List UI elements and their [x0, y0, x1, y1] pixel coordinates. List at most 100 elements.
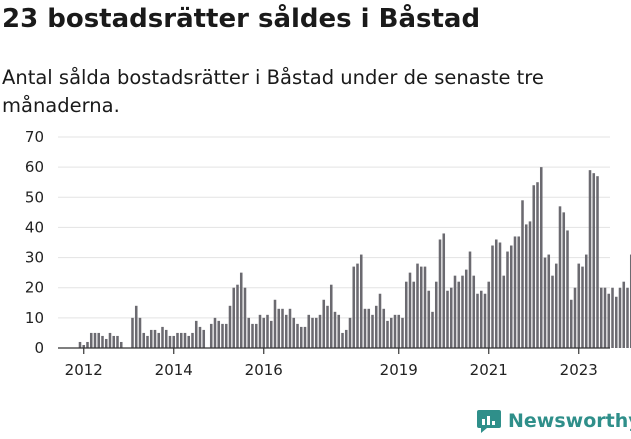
y-tick-label: 30 — [25, 249, 44, 267]
bar — [168, 335, 172, 348]
bar — [513, 236, 517, 348]
bar — [573, 287, 577, 348]
brand-name: Newsworthy — [508, 410, 631, 432]
bar — [142, 332, 146, 348]
bar — [446, 290, 449, 348]
bar — [577, 263, 581, 348]
bar — [629, 254, 631, 348]
bar — [78, 341, 82, 348]
bar — [626, 287, 629, 348]
bar — [146, 335, 149, 348]
bar — [194, 320, 198, 348]
bar — [153, 329, 157, 348]
bar — [528, 221, 532, 348]
bar — [494, 239, 498, 348]
bar — [588, 170, 592, 348]
bar — [592, 173, 596, 348]
bar — [288, 308, 292, 348]
bar — [262, 317, 266, 348]
bar — [318, 314, 322, 348]
bar — [138, 317, 142, 348]
grid — [58, 136, 610, 319]
bar — [584, 254, 588, 348]
bar — [603, 287, 607, 348]
chart-subtitle: Antal sålda bostadsrätter i Båstad under… — [2, 66, 544, 117]
bar — [468, 251, 472, 348]
bar — [434, 281, 438, 348]
bar — [371, 314, 374, 348]
bar — [284, 314, 288, 348]
bar — [307, 314, 311, 348]
bar — [82, 344, 86, 348]
bar — [543, 257, 547, 348]
bar — [292, 317, 296, 348]
bar — [161, 326, 164, 348]
bar — [337, 314, 341, 348]
bar — [397, 314, 401, 348]
y-tick-label: 70 — [25, 128, 44, 146]
bar — [607, 293, 611, 348]
bar — [611, 287, 614, 348]
bar — [491, 245, 494, 348]
bar — [363, 308, 367, 348]
bar — [536, 182, 539, 348]
bar — [213, 317, 217, 348]
bar — [228, 305, 232, 348]
bar — [198, 326, 202, 348]
bar — [232, 287, 236, 348]
bar — [359, 254, 363, 348]
bar — [423, 266, 427, 348]
bar — [247, 317, 251, 348]
bar — [187, 335, 191, 348]
bar — [119, 341, 123, 348]
bar — [93, 332, 97, 348]
bar — [517, 236, 521, 348]
newsworthy-logo-icon — [477, 410, 501, 433]
bar — [239, 272, 243, 348]
bar — [236, 284, 239, 348]
bar — [509, 245, 513, 348]
bar — [277, 308, 281, 348]
bar — [251, 323, 254, 348]
bar — [596, 176, 599, 348]
y-tick-label: 60 — [25, 158, 44, 176]
bar — [382, 308, 386, 348]
bar — [134, 305, 138, 348]
bar — [329, 284, 333, 348]
bar — [326, 305, 329, 348]
bar — [521, 200, 524, 348]
bar — [419, 266, 423, 348]
bar — [367, 308, 371, 348]
bar — [104, 338, 108, 348]
bar — [108, 332, 112, 348]
bar — [461, 275, 464, 348]
bar — [389, 317, 393, 348]
bar — [374, 305, 378, 348]
bar — [438, 239, 442, 348]
bar — [412, 281, 416, 348]
bar — [101, 335, 104, 348]
bar — [404, 281, 408, 348]
bar — [209, 323, 213, 348]
bar — [97, 332, 101, 348]
x-tick-label: 2023 — [560, 361, 598, 379]
bar — [483, 293, 487, 348]
bar — [116, 335, 119, 348]
x-tick-label: 2012 — [65, 361, 103, 379]
x-tick-label: 2019 — [380, 361, 418, 379]
bar — [164, 329, 168, 348]
bar — [431, 311, 434, 348]
y-tick-label: 20 — [25, 279, 44, 297]
bar — [266, 314, 269, 348]
bar — [599, 287, 603, 348]
bar — [442, 233, 446, 348]
bar — [157, 332, 161, 348]
bar — [191, 332, 194, 348]
bar — [258, 314, 262, 348]
bar — [453, 275, 457, 348]
bar — [352, 266, 356, 348]
bar — [464, 269, 468, 348]
bar — [551, 275, 554, 348]
bar — [554, 263, 558, 348]
bar — [479, 290, 483, 348]
